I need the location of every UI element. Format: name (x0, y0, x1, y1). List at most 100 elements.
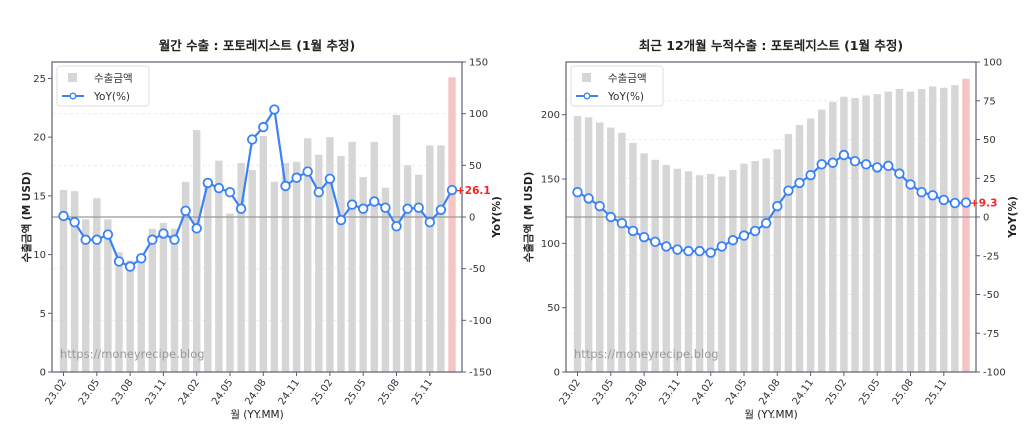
yoy-marker (191, 223, 202, 234)
right-tick-label: 100 (469, 109, 488, 120)
yoy-marker (572, 186, 583, 198)
yoy-marker (816, 159, 827, 170)
x-tick-label: 23.11 (657, 377, 682, 407)
export-bar (148, 228, 156, 372)
right-tick-label: 150 (469, 58, 488, 69)
yoy-marker (594, 200, 605, 212)
yoy-marker (313, 186, 325, 198)
export-bar (951, 85, 959, 372)
yoy-marker (749, 225, 761, 237)
export-bar (640, 153, 648, 372)
right-tick-label: -100 (983, 368, 1006, 379)
export-bar (818, 109, 826, 373)
yoy-marker (258, 121, 269, 133)
watermark-text: https://moneyrecipe.blog (574, 347, 719, 361)
right-tick-label: 50 (469, 161, 482, 172)
yoy-marker (335, 214, 347, 226)
yoy-marker (280, 180, 291, 192)
yoy-marker (224, 186, 236, 198)
export-bar (695, 175, 704, 372)
legend: 수출금액 YoY(%) (56, 65, 150, 107)
x-tick-label: 24.05 (210, 377, 235, 407)
x-tick-label: 25.11 (410, 377, 435, 407)
x-tick-label: 24.11 (791, 377, 816, 407)
x-tick-label: 23.02 (558, 377, 583, 407)
left-tick-label: 50 (547, 303, 560, 314)
legend-marker-swatch (583, 92, 591, 100)
yoy-marker (872, 162, 883, 173)
export-bar (104, 219, 112, 372)
right-tick-label: -100 (469, 316, 492, 327)
y-axis-label: 수출금액 (M USD) (522, 172, 535, 263)
x-axis-label: 월 (YY.MM) (744, 409, 797, 421)
export-bar (662, 164, 670, 372)
yoy-marker (650, 236, 661, 248)
export-bar (137, 254, 145, 372)
monthly-export-chart: 월간 수출 : 포토레지스트 (1월 추정) https://moneyrecip… (20, 38, 503, 421)
right-tick-label: 50 (983, 135, 996, 146)
export-bar (315, 154, 323, 372)
left-tick-label: 15 (33, 191, 46, 202)
x-axis-label: 월 (YY.MM) (230, 409, 283, 421)
export-bar (629, 143, 637, 372)
yoy-marker (124, 261, 136, 272)
export-bar (237, 162, 245, 372)
yoy-marker (583, 193, 594, 204)
export-bar (773, 149, 781, 372)
export-bar (226, 213, 234, 372)
yoy-marker (860, 159, 872, 170)
x-tick-label: 23.05 (77, 377, 102, 407)
export-bar (851, 98, 859, 372)
export-bar (707, 173, 715, 372)
export-bar (359, 177, 367, 372)
yoy-marker (102, 229, 114, 240)
yoy-marker (446, 184, 458, 196)
export-bar (170, 228, 179, 372)
export-bar (115, 252, 123, 372)
export-bar (596, 122, 604, 373)
x-tick-label: 24.05 (724, 377, 749, 407)
yoy-marker (358, 203, 369, 214)
export-bar (718, 176, 726, 372)
left-tick-label: 0 (554, 368, 560, 379)
export-bar (193, 130, 201, 372)
yoy-marker (302, 166, 313, 177)
x-tick-label: 25.02 (824, 377, 849, 407)
legend-marker-swatch (69, 92, 77, 100)
export-bar (126, 260, 134, 372)
export-bar (884, 91, 892, 373)
yoy-marker (705, 247, 716, 258)
export-bar (673, 168, 682, 372)
right-tick-label: -50 (469, 264, 485, 275)
yoy-marker (380, 202, 391, 213)
yoy-marker (827, 157, 839, 168)
export-bar (159, 222, 168, 372)
yoy-marker (346, 199, 358, 210)
yoy-marker (235, 203, 247, 214)
left-tick-label: 10 (33, 250, 46, 261)
yoy-marker (661, 241, 672, 252)
yoy-marker (727, 235, 739, 246)
export-bar (806, 118, 815, 373)
x-tick-label: 25.05 (857, 377, 882, 407)
yoy-marker (369, 196, 380, 207)
legend-label-yoy: YoY(%) (607, 91, 644, 103)
yoy-marker (916, 186, 927, 198)
right-tick-label: 0 (469, 213, 475, 224)
legend-label-export: 수출금액 (608, 73, 647, 85)
x-tick-label: 23.05 (591, 377, 616, 407)
left-tick-label: 0 (40, 368, 46, 379)
export-bar (829, 101, 837, 372)
export-bar (651, 159, 659, 372)
export-bar (729, 170, 737, 372)
estimated-bar (962, 78, 970, 373)
yoy-marker (960, 197, 972, 208)
yoy-marker (269, 104, 280, 115)
export-bar (304, 138, 312, 372)
yoy-marker (905, 179, 916, 190)
left-tick-label: 200 (541, 110, 560, 121)
right-tick-label: -25 (983, 251, 999, 262)
export-bar (906, 91, 915, 373)
estimated-bar (448, 77, 456, 373)
